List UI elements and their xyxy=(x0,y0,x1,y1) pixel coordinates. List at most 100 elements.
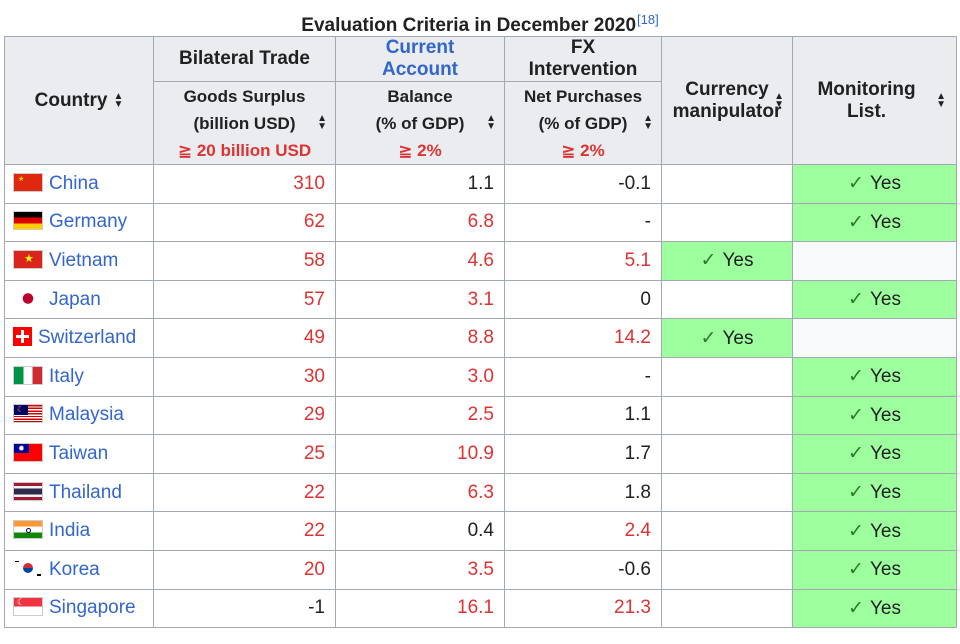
net-cell: - xyxy=(504,356,662,397)
monitoring-cell: ✓ Yes xyxy=(792,164,957,204)
country-cell: ☾ Malaysia xyxy=(4,395,154,436)
monitoring-cell: ✓ Yes xyxy=(792,279,957,320)
sort-icon[interactable]: ▲ ▼ xyxy=(936,90,946,110)
country-link[interactable]: Italy xyxy=(49,365,84,387)
goods-surplus-header[interactable]: Goods Surplus (billion USD) ≧ 20 billion… xyxy=(153,81,336,165)
monitoring-cell xyxy=(792,318,957,358)
country-link[interactable]: Switzerland xyxy=(38,327,137,349)
table-row: India 22 0.4 2.4 ✓ Yes xyxy=(4,511,957,551)
manipulator-header-label: Currency manipulator xyxy=(672,78,782,122)
sort-icon[interactable]: ▲ ▼ xyxy=(317,113,327,132)
surplus-cell: 22 xyxy=(153,472,336,513)
india-flag-icon xyxy=(13,520,43,540)
table-row: Germany 62 6.8 - ✓ Yes xyxy=(4,202,957,243)
net-cell: -0.6 xyxy=(504,549,662,590)
taiwan-flag-icon: ✹ xyxy=(13,442,43,462)
monitoring-cell: ✓ Yes xyxy=(792,356,957,397)
country-cell: ☾ Singapore xyxy=(4,588,154,629)
country-link[interactable]: China xyxy=(49,172,99,194)
check-icon: ✓ xyxy=(848,211,864,233)
country-link[interactable]: Korea xyxy=(49,558,100,580)
sort-icon[interactable]: ▲ ▼ xyxy=(486,113,496,132)
balance-cell: 3.1 xyxy=(335,279,505,320)
monitoring-cell: ✓ Yes xyxy=(792,472,957,513)
net-cell: 1.7 xyxy=(504,434,662,474)
balance-header[interactable]: Balance (% of GDP) ≧ 2% ▲ ▼ xyxy=(335,81,505,165)
germany-flag-icon xyxy=(13,211,43,231)
table-row: Switzerland 49 8.8 14.2 ✓ Yes xyxy=(4,318,957,358)
table-caption: Evaluation Criteria in December 2020[18] xyxy=(0,0,960,36)
country-link[interactable]: Malaysia xyxy=(49,404,124,426)
surplus-cell: 30 xyxy=(153,356,336,397)
manipulator-cell xyxy=(661,434,793,474)
monitoring-cell: ✓ Yes xyxy=(792,588,957,629)
country-link[interactable]: Taiwan xyxy=(49,442,109,464)
caption-title: Evaluation Criteria in December 2020 xyxy=(301,15,637,36)
manipulator-cell xyxy=(661,588,793,629)
current-account-header[interactable]: Current Account xyxy=(335,36,505,82)
balance-cell: 1.1 xyxy=(335,164,505,204)
check-icon: ✓ xyxy=(848,559,864,581)
check-icon: ✓ xyxy=(848,366,864,388)
country-cell: Germany xyxy=(4,202,154,243)
monitoring-cell xyxy=(792,241,957,281)
country-link[interactable]: Singapore xyxy=(49,597,136,619)
net-cell: 2.4 xyxy=(504,511,662,551)
net-cell: - xyxy=(504,202,662,243)
country-cell: Italy xyxy=(4,356,154,397)
net-cell: 21.3 xyxy=(504,588,662,629)
country-cell: ✹ Taiwan xyxy=(4,434,154,474)
sort-icon[interactable]: ▲ ▼ xyxy=(643,113,653,132)
thailand-flag-icon xyxy=(13,481,43,501)
malaysia-flag-icon: ☾ xyxy=(13,404,43,424)
currency-manipulator-header[interactable]: Currency manipulator ▲ ▼ xyxy=(661,36,793,165)
country-header-label: Country xyxy=(34,89,108,111)
manipulator-cell xyxy=(661,279,793,320)
italy-flag-icon xyxy=(13,365,43,385)
check-icon: ✓ xyxy=(700,327,717,349)
monitoring-cell: ✓ Yes xyxy=(792,395,957,436)
check-icon: ✓ xyxy=(848,289,864,311)
surplus-cell: 49 xyxy=(153,318,336,358)
table-row: ★ Vietnam 58 4.6 5.1 ✓ Yes xyxy=(4,241,957,281)
country-cell: Switzerland xyxy=(4,318,154,358)
goods-requirement: ≧ 20 billion USD xyxy=(177,140,312,160)
country-cell: Korea xyxy=(4,549,154,590)
table-row: Korea 20 3.5 -0.6 ✓ Yes xyxy=(4,549,957,590)
manipulator-cell xyxy=(661,395,793,436)
sort-icon[interactable]: ▲ ▼ xyxy=(113,90,124,110)
manipulator-cell: ✓ Yes xyxy=(661,241,793,281)
surplus-cell: -1 xyxy=(153,588,336,629)
balance-cell: 0.4 xyxy=(335,511,505,551)
balance-cell: 6.3 xyxy=(335,472,505,513)
surplus-cell: 20 xyxy=(153,549,336,590)
table-row: ★ China 310 1.1 -0.1 ✓ Yes xyxy=(4,164,957,204)
manipulator-cell xyxy=(661,511,793,551)
country-cell: ★ Vietnam xyxy=(4,241,154,281)
net-cell: 5.1 xyxy=(504,241,662,281)
monitoring-list-header[interactable]: Monitoring List. ▲ ▼ xyxy=(792,36,957,165)
country-link[interactable]: Thailand xyxy=(49,481,122,503)
balance-cell: 16.1 xyxy=(335,588,505,629)
sort-icon[interactable]: ▲ ▼ xyxy=(774,90,784,110)
manipulator-cell xyxy=(661,356,793,397)
net-purchases-header[interactable]: Net Purchases (% of GDP) ≧ 2% ▲ ▼ xyxy=(504,81,662,165)
country-link[interactable]: Vietnam xyxy=(49,249,119,271)
country-cell: ★ China xyxy=(4,164,154,204)
caption-reference-link[interactable]: [18] xyxy=(637,12,659,27)
balance-cell: 2.5 xyxy=(335,395,505,436)
country-cell: Thailand xyxy=(4,472,154,513)
net-cell: 1.1 xyxy=(504,395,662,436)
country-header[interactable]: Country ▲ ▼ xyxy=(4,36,154,165)
korea-flag-icon xyxy=(13,558,43,578)
surplus-cell: 57 xyxy=(153,279,336,320)
check-icon: ✓ xyxy=(848,443,864,465)
monitoring-cell: ✓ Yes xyxy=(792,549,957,590)
country-link[interactable]: Germany xyxy=(49,211,128,233)
net-cell: 0 xyxy=(504,279,662,320)
country-link[interactable]: Japan xyxy=(49,288,101,310)
table-row: ☾ Singapore -1 16.1 21.3 ✓ Yes xyxy=(4,588,957,629)
country-link[interactable]: India xyxy=(49,520,91,542)
check-icon: ✓ xyxy=(848,482,864,504)
check-icon: ✓ xyxy=(848,404,864,426)
